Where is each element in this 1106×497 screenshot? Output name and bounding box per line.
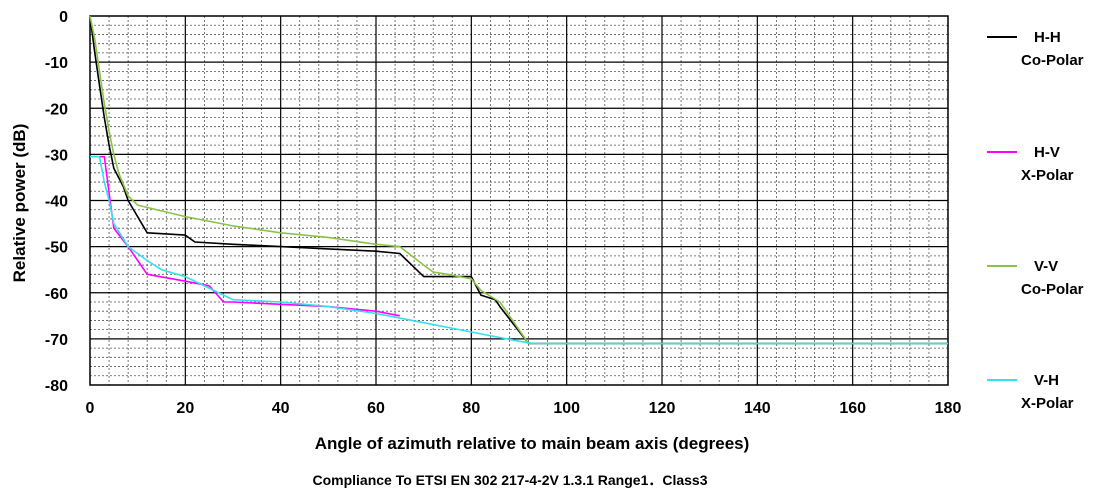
x-axis-ticks: 0 20 40 60 80 100 120 140 160 180 xyxy=(86,400,962,417)
y-axis-label: Relative power (dB) xyxy=(10,124,29,283)
x-tick-label: 160 xyxy=(839,400,866,417)
y-tick-label: -50 xyxy=(45,240,68,257)
legend-sublabel-h-h: Co-Polar xyxy=(1021,52,1084,69)
y-tick-label: -40 xyxy=(45,194,68,211)
chart-caption: Compliance To ETSI EN 302 217-4-2V 1.3.1… xyxy=(312,472,707,488)
x-tick-label: 140 xyxy=(744,400,771,417)
x-tick-label: 20 xyxy=(176,400,194,417)
series-lines xyxy=(89,15,948,345)
legend-label-v-h: V-H xyxy=(1034,372,1059,389)
y-tick-label: -80 xyxy=(45,378,68,395)
x-tick-label: 120 xyxy=(649,400,676,417)
series-line-h-v xyxy=(90,155,400,317)
y-tick-label: -60 xyxy=(45,286,68,303)
legend-label-h-h: H-H xyxy=(1034,29,1061,46)
legend-label-h-v: H-V xyxy=(1034,144,1060,161)
legend-label-v-v: V-V xyxy=(1034,258,1058,275)
y-tick-label: -20 xyxy=(45,101,68,118)
series-line-v-h xyxy=(90,155,948,345)
series-line-h-h xyxy=(89,15,948,345)
x-axis-label: Angle of azimuth relative to main beam a… xyxy=(315,434,750,453)
x-tick-label: 0 xyxy=(86,400,95,417)
y-tick-label: -10 xyxy=(45,55,68,72)
x-tick-label: 180 xyxy=(935,400,962,417)
major-gridlines xyxy=(90,16,948,385)
series-line-v-v xyxy=(89,15,948,345)
x-tick-label: 60 xyxy=(367,400,385,417)
legend: H-H Co-Polar H-V X-Polar V-V Co-Polar V-H X-Pol… xyxy=(987,29,1084,412)
legend-sublabel-v-v: Co-Polar xyxy=(1021,281,1084,298)
x-tick-label: 80 xyxy=(462,400,480,417)
y-tick-label: 0 xyxy=(59,9,68,26)
plot-frame xyxy=(89,15,949,386)
y-tick-label: -70 xyxy=(45,332,68,349)
x-tick-label: 100 xyxy=(553,400,580,417)
y-tick-label: -30 xyxy=(45,147,68,164)
legend-sublabel-h-v: X-Polar xyxy=(1021,167,1074,184)
legend-sublabel-v-h: X-Polar xyxy=(1021,395,1074,412)
x-tick-label: 40 xyxy=(272,400,290,417)
y-axis-ticks: 0 -10 -20 -30 -40 -50 -60 -70 -80 xyxy=(45,9,68,395)
